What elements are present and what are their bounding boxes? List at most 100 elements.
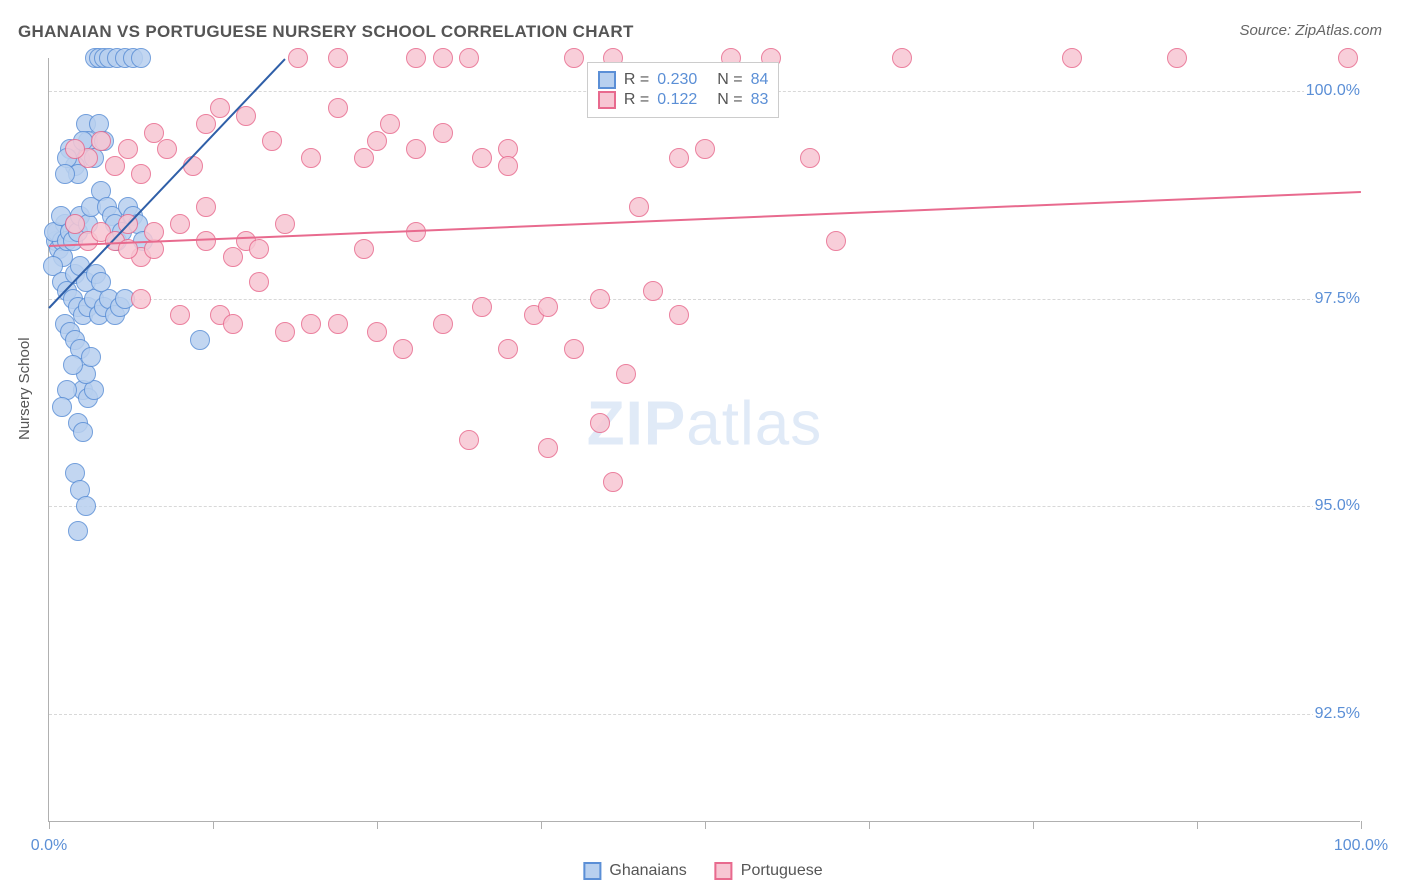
- x-tick-label: 0.0%: [31, 837, 67, 855]
- scatter-point: [695, 139, 715, 159]
- legend-label: Portuguese: [741, 862, 823, 880]
- trend-line: [48, 58, 286, 308]
- x-tick: [541, 821, 542, 829]
- scatter-point: [63, 355, 83, 375]
- source-label: Source: ZipAtlas.com: [1239, 22, 1382, 39]
- scatter-point: [73, 422, 93, 442]
- legend-swatch: [583, 862, 601, 880]
- scatter-point: [498, 156, 518, 176]
- scatter-point: [590, 289, 610, 309]
- scatter-point: [68, 521, 88, 541]
- gridline: [49, 299, 1360, 300]
- legend-row: R =0.230N =84: [598, 71, 768, 89]
- scatter-point: [498, 339, 518, 359]
- x-tick: [705, 821, 706, 829]
- scatter-point: [262, 131, 282, 151]
- scatter-point: [564, 339, 584, 359]
- x-tick-label: 100.0%: [1334, 837, 1388, 855]
- scatter-point: [406, 48, 426, 68]
- legend-row: R =0.122N =83: [598, 91, 768, 109]
- scatter-point: [183, 156, 203, 176]
- scatter-point: [538, 297, 558, 317]
- scatter-point: [118, 139, 138, 159]
- legend-swatch: [715, 862, 733, 880]
- scatter-point: [433, 314, 453, 334]
- scatter-point: [380, 114, 400, 134]
- scatter-point: [65, 139, 85, 159]
- x-tick: [869, 821, 870, 829]
- scatter-point: [76, 496, 96, 516]
- legend-swatch: [598, 91, 616, 109]
- x-tick: [49, 821, 50, 829]
- scatter-point: [616, 364, 636, 384]
- legend-r-label: R =: [624, 91, 649, 109]
- scatter-point: [629, 197, 649, 217]
- gridline: [49, 714, 1360, 715]
- scatter-point: [800, 148, 820, 168]
- scatter-point: [1338, 48, 1358, 68]
- scatter-point: [223, 247, 243, 267]
- scatter-point: [433, 123, 453, 143]
- scatter-point: [472, 297, 492, 317]
- scatter-point: [538, 438, 558, 458]
- gridline: [49, 506, 1360, 507]
- scatter-point: [223, 314, 243, 334]
- scatter-point: [170, 305, 190, 325]
- scatter-point: [643, 281, 663, 301]
- scatter-point: [157, 139, 177, 159]
- scatter-point: [367, 131, 387, 151]
- scatter-point: [131, 164, 151, 184]
- scatter-point: [354, 148, 374, 168]
- legend-label: Ghanaians: [609, 862, 686, 880]
- scatter-point: [564, 48, 584, 68]
- scatter-point: [669, 148, 689, 168]
- scatter-point: [590, 413, 610, 433]
- x-tick: [1361, 821, 1362, 829]
- scatter-point: [210, 98, 230, 118]
- scatter-point: [91, 272, 111, 292]
- legend-stats: R =0.230N =84R =0.122N =83: [587, 62, 779, 118]
- legend-r-value: 0.122: [657, 91, 709, 109]
- scatter-point: [328, 48, 348, 68]
- legend-n-label: N =: [717, 91, 742, 109]
- scatter-point: [301, 314, 321, 334]
- y-tick-label: 100.0%: [1304, 82, 1362, 100]
- legend-r-value: 0.230: [657, 71, 709, 89]
- scatter-point: [170, 214, 190, 234]
- scatter-point: [1062, 48, 1082, 68]
- scatter-point: [288, 48, 308, 68]
- y-tick-label: 95.0%: [1313, 497, 1362, 515]
- scatter-point: [826, 231, 846, 251]
- watermark: ZIPatlas: [587, 389, 822, 460]
- scatter-point: [433, 48, 453, 68]
- scatter-point: [1167, 48, 1187, 68]
- legend-item: Portuguese: [715, 862, 823, 880]
- scatter-point: [328, 98, 348, 118]
- x-tick: [1033, 821, 1034, 829]
- watermark-rest: atlas: [686, 390, 822, 459]
- scatter-point: [131, 48, 151, 68]
- scatter-point: [603, 472, 623, 492]
- scatter-point: [393, 339, 413, 359]
- scatter-point: [301, 148, 321, 168]
- y-tick-label: 97.5%: [1313, 290, 1362, 308]
- scatter-point: [275, 214, 295, 234]
- scatter-point: [249, 272, 269, 292]
- x-tick: [213, 821, 214, 829]
- scatter-point: [81, 347, 101, 367]
- y-axis-label: Nursery School: [16, 337, 33, 440]
- scatter-point: [275, 322, 295, 342]
- trend-line: [49, 191, 1361, 247]
- scatter-point: [144, 123, 164, 143]
- scatter-point: [459, 430, 479, 450]
- scatter-point: [196, 197, 216, 217]
- legend-bottom: Ghanaians Portuguese: [583, 862, 822, 880]
- legend-r-label: R =: [624, 71, 649, 89]
- scatter-point: [131, 289, 151, 309]
- scatter-point: [105, 156, 125, 176]
- x-tick: [1197, 821, 1198, 829]
- scatter-point: [472, 148, 492, 168]
- legend-swatch: [598, 71, 616, 89]
- scatter-point: [892, 48, 912, 68]
- scatter-point: [459, 48, 479, 68]
